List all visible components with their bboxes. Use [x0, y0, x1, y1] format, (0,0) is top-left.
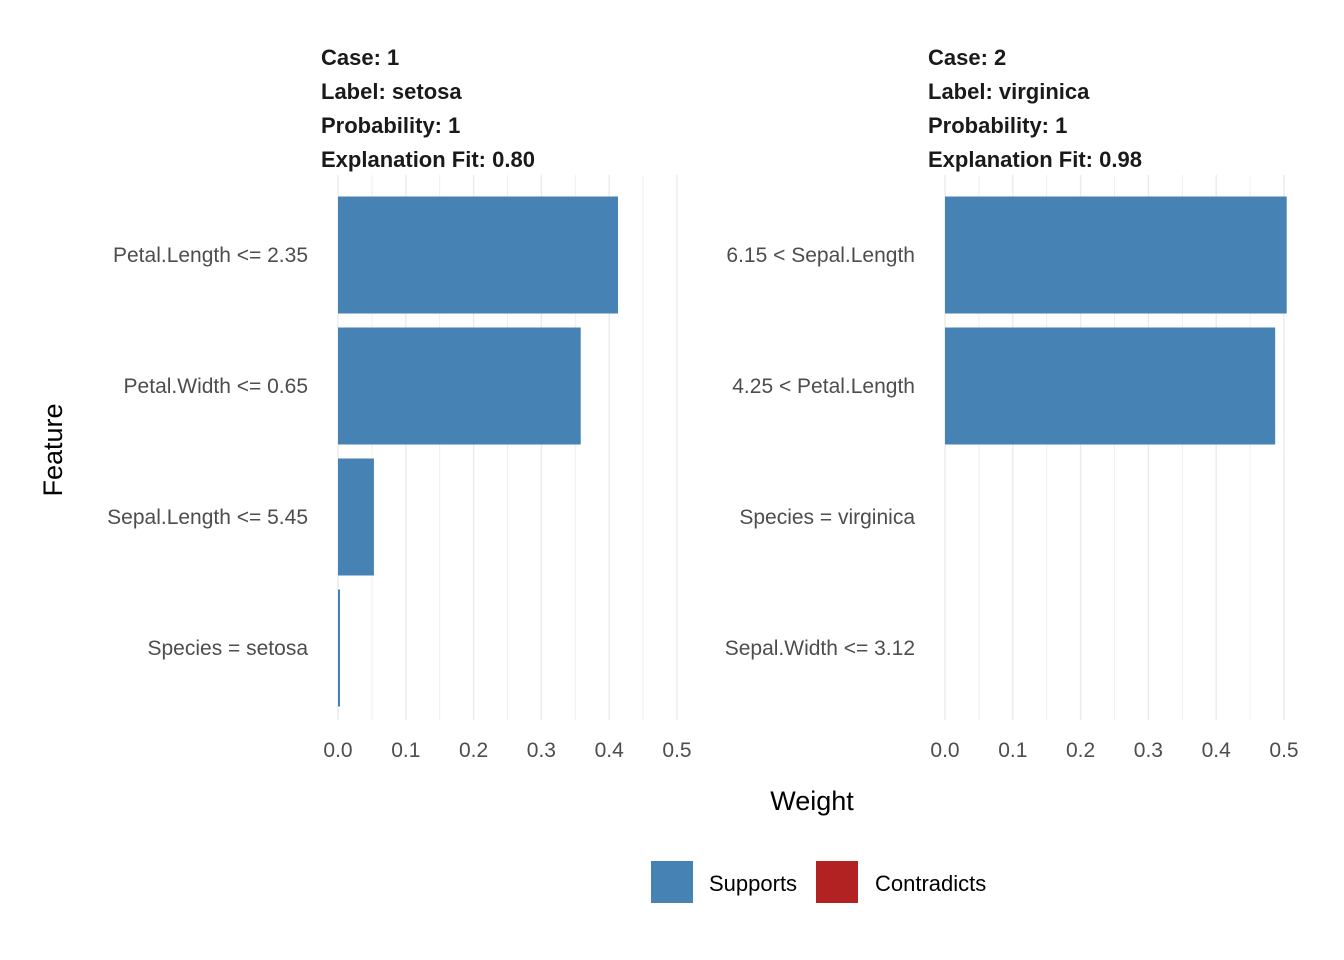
- y-tick-label: Species = setosa: [147, 637, 308, 660]
- y-tick-label: 4.25 < Petal.Length: [732, 375, 915, 398]
- x-tick-label: 0.4: [595, 739, 625, 762]
- panel-title-line: Probability: 1: [321, 113, 460, 138]
- panel-title-line: Case: 2: [928, 45, 1006, 70]
- x-tick-label: 0.1: [998, 739, 1027, 762]
- panel-title-line: Explanation Fit: 0.98: [928, 147, 1142, 172]
- y-tick-label: Sepal.Width <= 3.12: [725, 637, 915, 660]
- panel-title-line: Explanation Fit: 0.80: [321, 147, 535, 172]
- x-tick-label: 0.3: [1134, 739, 1163, 762]
- bar: [945, 196, 1287, 314]
- panel-title-line: Label: setosa: [321, 79, 462, 104]
- x-tick-label: 0.0: [323, 739, 352, 762]
- facet-panels: Case: 1 Label: setosa Probability: 1 Explan…: [107, 45, 1298, 762]
- panel-title-line: Probability: 1: [928, 113, 1067, 138]
- x-tick-label: 0.3: [527, 739, 556, 762]
- bar: [338, 327, 581, 445]
- y-tick-label: 6.15 < Sepal.Length: [726, 244, 915, 267]
- y-tick-label: Petal.Width <= 0.65: [124, 375, 308, 398]
- bar: [945, 327, 1276, 445]
- panel-case-1: Case: 1 Label: setosa Probability: 1 Explan…: [107, 45, 691, 762]
- x-tick-label: 0.1: [391, 739, 420, 762]
- bar: [338, 589, 341, 707]
- legend-swatch-contradicts: [816, 861, 858, 903]
- y-tick-label: Species = virginica: [739, 506, 915, 529]
- x-tick-label: 0.2: [459, 739, 488, 762]
- bar: [338, 458, 374, 576]
- y-tick-label: Sepal.Length <= 5.45: [107, 506, 308, 529]
- y-tick-label: Petal.Length <= 2.35: [113, 244, 308, 267]
- x-tick-label: 0.5: [1269, 739, 1298, 762]
- legend: Supports Contradicts: [651, 861, 986, 903]
- bar: [338, 196, 619, 314]
- legend-label-contradicts: Contradicts: [875, 871, 986, 896]
- legend-swatch-supports: [651, 861, 693, 903]
- panel-title-line: Case: 1: [321, 45, 399, 70]
- x-tick-label: 0.5: [662, 739, 691, 762]
- x-tick-label: 0.0: [930, 739, 959, 762]
- legend-label-supports: Supports: [709, 871, 797, 896]
- x-axis-title: Weight: [770, 786, 854, 816]
- x-tick-label: 0.4: [1202, 739, 1232, 762]
- y-axis-title: Feature: [38, 403, 68, 496]
- x-tick-label: 0.2: [1066, 739, 1095, 762]
- panel-case-2: Case: 2 Label: virginica Probability: 1 Exp…: [725, 45, 1299, 762]
- panel-title-line: Label: virginica: [928, 79, 1090, 104]
